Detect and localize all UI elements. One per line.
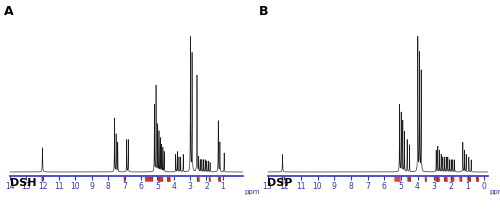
Text: DSH: DSH [10, 178, 36, 188]
Text: DSP: DSP [268, 178, 293, 188]
Text: ppm: ppm [245, 189, 260, 195]
Text: ppm: ppm [490, 189, 500, 195]
Text: B: B [258, 5, 268, 18]
Text: A: A [4, 5, 14, 18]
